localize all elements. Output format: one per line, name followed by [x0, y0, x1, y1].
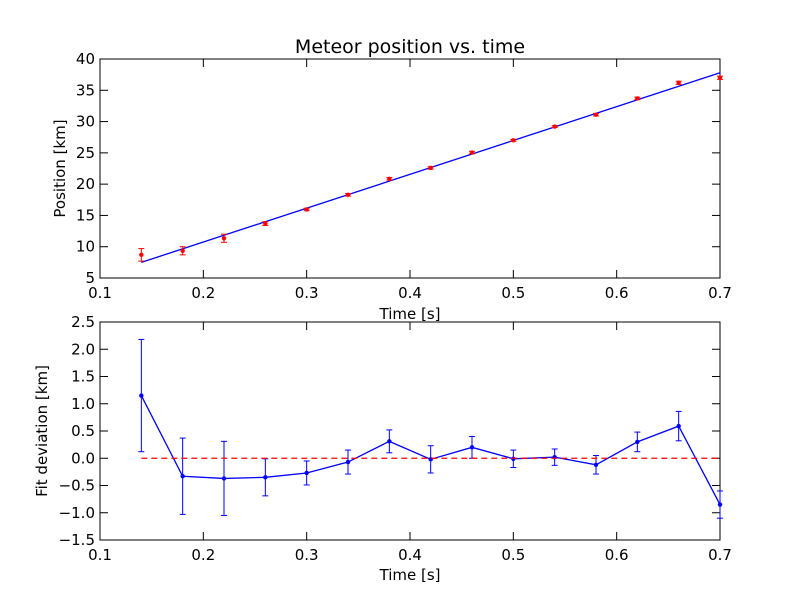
deviation-ytick-label: 0.5: [71, 422, 95, 440]
data-point: [221, 236, 227, 241]
data-point: [593, 112, 599, 117]
position-ytick-label: 10: [76, 238, 95, 256]
data-point: [469, 445, 475, 450]
deviation-ytick-label: −1.0: [59, 504, 95, 522]
deviation-chart-frame: [99, 321, 721, 541]
deviation-xtick-label: 0.6: [605, 546, 629, 564]
position-ytick-label: 20: [76, 175, 95, 193]
data-point: [676, 80, 681, 85]
deviation-xtick-label: 0.3: [295, 546, 319, 564]
position-ytick-label: 30: [76, 113, 95, 131]
deviation-xtick-label: 0.7: [708, 546, 732, 564]
position-chart-ticks: 0.1 0.2 0.3 0.4 0.5 0.6 0.7 5 10 15 20 25 30 35 40: [76, 50, 732, 302]
deviation-chart-ticks: 0.1 0.2 0.3 0.4 0.5 0.6 0.7 −1.5 −1.0 −0.5 0.0 0.5 1…: [59, 313, 732, 564]
data-point: [387, 176, 392, 182]
deviation-chart-xlabel: Time [s]: [379, 566, 441, 584]
position-xtick-label: 0.1: [88, 284, 112, 302]
position-chart-data: [138, 72, 723, 263]
deviation-ytick-label: 1.0: [71, 395, 95, 413]
position-xtick-label: 0.3: [295, 284, 319, 302]
deviation-xtick-label: 0.2: [191, 546, 215, 564]
data-point: [180, 248, 185, 253]
position-chart-ylabel: Position [km]: [51, 119, 69, 217]
deviation-ytick-label: −1.5: [59, 531, 95, 549]
data-point: [635, 439, 640, 445]
position-chart-title: Meteor position vs. time: [295, 36, 525, 58]
deviation-xtick-label: 0.5: [501, 546, 525, 564]
position-xtick-label: 0.4: [398, 284, 422, 302]
deviation-ytick-label: 1.5: [71, 368, 95, 386]
deviation-ytick-label: 2.5: [71, 313, 95, 331]
position-xtick-label: 0.6: [605, 284, 629, 302]
position-chart-xlabel: Time [s]: [379, 305, 441, 323]
deviation-ytick-label: 2.0: [71, 340, 95, 358]
position-ytick-label: 35: [76, 81, 95, 99]
position-ytick-label: 5: [85, 269, 95, 287]
position-xtick-label: 0.2: [191, 284, 215, 302]
data-point: [428, 165, 433, 171]
position-chart: Meteor position vs. time 0.1 0.2 0.3 0.4 0.5…: [51, 36, 732, 323]
data-point: [469, 150, 475, 155]
data-point: [221, 476, 227, 481]
position-ytick-label: 15: [76, 206, 95, 224]
data-point: [345, 459, 351, 465]
data-point: [593, 462, 599, 467]
deviation-xtick-label: 0.1: [88, 546, 112, 564]
data-point: [263, 475, 268, 480]
data-point: [180, 474, 185, 479]
data-point: [387, 439, 392, 444]
data-point: [552, 124, 557, 129]
position-xtick-label: 0.5: [501, 284, 525, 302]
data-point: [717, 75, 723, 80]
deviation-xtick-label: 0.4: [398, 546, 422, 564]
position-xtick-label: 0.7: [708, 284, 732, 302]
data-point: [676, 423, 681, 429]
position-ytick-label: 40: [76, 50, 95, 68]
data-point: [635, 96, 640, 101]
deviation-chart-data: [138, 338, 723, 519]
deviation-ytick-label: 0.0: [71, 449, 95, 467]
data-point: [139, 252, 144, 258]
data-point: [139, 393, 144, 398]
deviation-ytick-label: −0.5: [59, 477, 95, 495]
data-point: [717, 502, 723, 507]
data-point: [345, 192, 351, 197]
position-ytick-label: 25: [76, 144, 95, 162]
data-point: [511, 138, 516, 143]
deviation-chart-ylabel: Fit deviation [km]: [33, 365, 51, 497]
deviation-chart: 0.1 0.2 0.3 0.4 0.5 0.6 0.7 −1.5 −1.0 −0.5 0.0 0.5 1…: [33, 313, 732, 584]
data-point: [263, 221, 268, 226]
data-point: [304, 470, 309, 476]
data-point: [304, 207, 309, 212]
